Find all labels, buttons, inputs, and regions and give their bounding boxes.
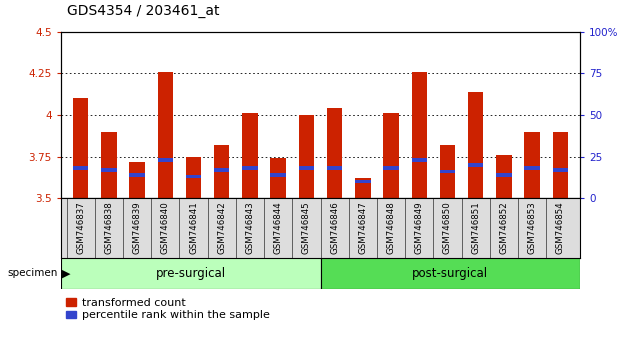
Bar — [496, 155, 512, 198]
Bar — [73, 98, 88, 198]
Text: GSM746845: GSM746845 — [302, 201, 311, 254]
Bar — [299, 115, 314, 198]
Bar — [242, 166, 258, 170]
Bar — [383, 113, 399, 198]
Bar — [327, 108, 342, 198]
Bar — [412, 72, 427, 198]
Bar — [320, 258, 580, 289]
Bar — [553, 168, 568, 172]
Text: post-surgical: post-surgical — [412, 267, 488, 280]
Bar — [440, 145, 455, 198]
Bar — [553, 132, 568, 198]
Bar — [129, 162, 145, 198]
Bar — [468, 163, 483, 167]
Text: GSM746847: GSM746847 — [358, 201, 367, 254]
Bar — [214, 168, 229, 172]
Bar — [101, 132, 117, 198]
Bar — [73, 166, 88, 170]
Bar — [214, 145, 229, 198]
Text: GSM746846: GSM746846 — [330, 201, 339, 254]
Bar — [299, 166, 314, 170]
Bar — [355, 178, 370, 198]
Bar — [101, 168, 117, 172]
Text: GSM746840: GSM746840 — [161, 201, 170, 254]
Bar — [61, 258, 320, 289]
Text: GSM746848: GSM746848 — [387, 201, 395, 254]
Bar — [186, 156, 201, 198]
Bar — [158, 158, 173, 162]
Bar — [468, 92, 483, 198]
Text: specimen: specimen — [7, 268, 58, 279]
Text: GSM746852: GSM746852 — [499, 201, 508, 254]
Text: GSM746849: GSM746849 — [415, 201, 424, 254]
Text: GSM746851: GSM746851 — [471, 201, 480, 254]
Bar — [129, 173, 145, 177]
Text: ▶: ▶ — [62, 268, 71, 279]
Bar — [524, 166, 540, 170]
Bar — [242, 113, 258, 198]
Legend: transformed count, percentile rank within the sample: transformed count, percentile rank withi… — [67, 298, 270, 320]
Bar — [158, 72, 173, 198]
Text: GSM746839: GSM746839 — [133, 201, 142, 254]
Bar — [383, 166, 399, 170]
Bar — [271, 173, 286, 177]
Bar — [271, 158, 286, 198]
Text: GSM746853: GSM746853 — [528, 201, 537, 254]
Bar — [524, 132, 540, 198]
Text: GSM746837: GSM746837 — [76, 201, 85, 254]
Bar — [186, 175, 201, 178]
Text: pre-surgical: pre-surgical — [156, 267, 226, 280]
Bar — [496, 173, 512, 177]
Bar — [355, 180, 370, 183]
Text: GSM746843: GSM746843 — [246, 201, 254, 254]
Text: GSM746841: GSM746841 — [189, 201, 198, 254]
Text: GDS4354 / 203461_at: GDS4354 / 203461_at — [67, 4, 220, 18]
Bar — [327, 166, 342, 170]
Text: GSM746842: GSM746842 — [217, 201, 226, 254]
Bar — [412, 158, 427, 162]
Text: GSM746850: GSM746850 — [443, 201, 452, 254]
Text: GSM746838: GSM746838 — [104, 201, 113, 254]
Bar — [440, 170, 455, 173]
Text: GSM746844: GSM746844 — [274, 201, 283, 254]
Text: GSM746854: GSM746854 — [556, 201, 565, 254]
